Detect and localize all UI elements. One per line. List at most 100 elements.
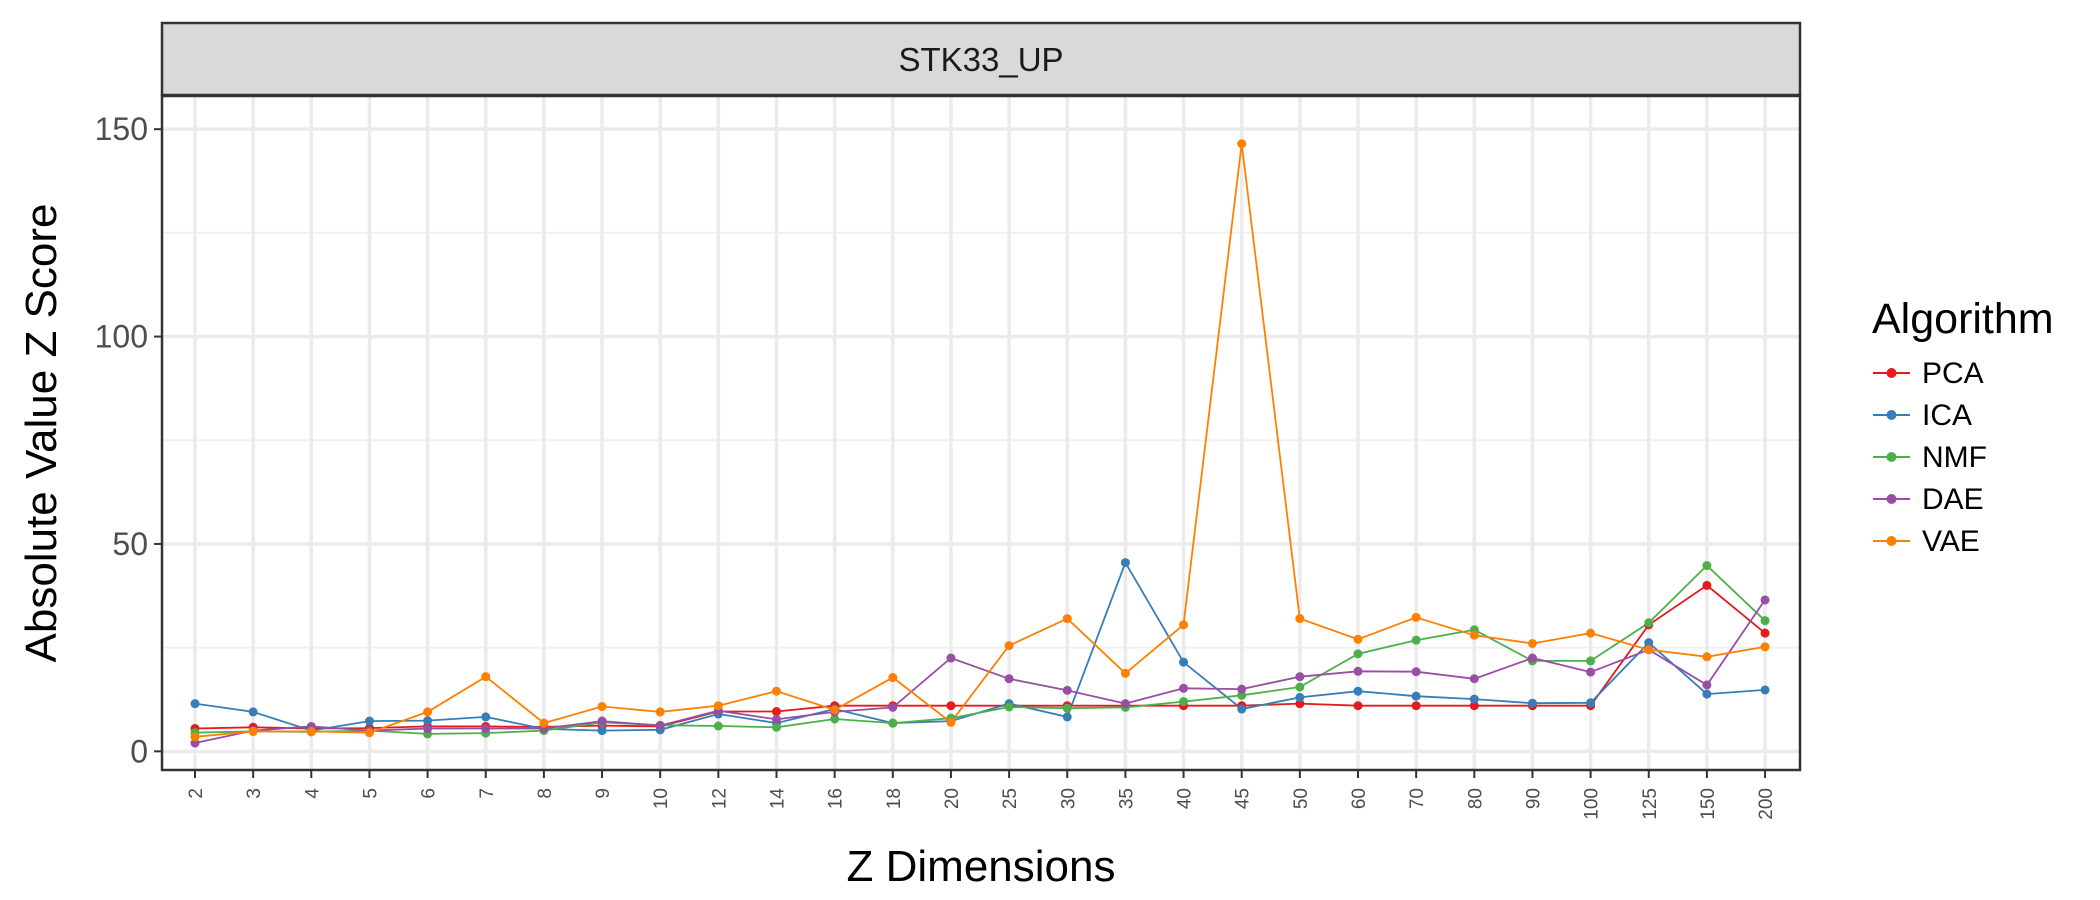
x-tick-label: 10 (651, 788, 672, 809)
x-tick-label: 30 (1058, 788, 1079, 809)
x-tick-label: 12 (709, 788, 730, 809)
data-point-vae (1469, 630, 1479, 640)
data-point-dae (481, 724, 491, 734)
data-point-nmf (1295, 682, 1305, 692)
data-point-vae (1760, 642, 1770, 652)
legend-key-point (1886, 494, 1897, 504)
data-point-pca (1760, 628, 1770, 638)
data-point-dae (1062, 685, 1072, 695)
data-point-dae (1353, 666, 1363, 676)
data-point-ica (597, 726, 607, 736)
data-point-nmf (772, 722, 781, 732)
data-point-ica (1062, 712, 1072, 722)
data-point-vae (830, 705, 840, 715)
data-point-vae (1295, 614, 1305, 624)
data-point-dae (946, 653, 956, 663)
data-point-ica (1586, 698, 1596, 708)
data-point-nmf (1004, 702, 1014, 712)
data-point-nmf (1237, 690, 1247, 700)
data-point-vae (946, 717, 956, 727)
y-tick-label: 0 (130, 733, 148, 769)
x-tick-label: 50 (1291, 788, 1312, 809)
x-tick-label: 3 (244, 788, 265, 799)
x-tick-label: 45 (1233, 788, 1254, 809)
data-point-vae (248, 726, 258, 736)
data-point-vae (1179, 620, 1189, 630)
data-point-vae (190, 732, 200, 742)
legend-label-dae: DAE (1922, 483, 1984, 516)
data-point-vae (1527, 638, 1537, 648)
data-point-nmf (1586, 656, 1596, 666)
x-tick-label: 14 (768, 788, 789, 810)
x-axis: 2 3 4 5 6 7 8 9 10 12 14 16 18 20 25 30 35 40 45 50 60 70 80 90… (186, 770, 1777, 820)
data-point-ica (1760, 685, 1770, 695)
y-tick-label: 50 (112, 526, 148, 562)
x-tick-label: 35 (1116, 788, 1137, 809)
data-point-ica (1295, 692, 1305, 702)
data-point-vae (364, 728, 374, 738)
data-point-dae (1120, 699, 1130, 709)
chart-title: STK33_UP (898, 41, 1063, 78)
data-point-vae (772, 686, 781, 696)
x-tick-label: 150 (1698, 788, 1719, 820)
data-point-nmf (1062, 703, 1072, 713)
data-point-vae (1120, 668, 1130, 678)
x-tick-label: 5 (360, 788, 381, 799)
data-point-ica (423, 716, 433, 726)
data-point-pca (1702, 580, 1712, 590)
data-point-ica (1702, 689, 1712, 699)
x-tick-label: 25 (1000, 788, 1021, 809)
data-point-ica (248, 707, 258, 717)
x-tick-label: 20 (942, 788, 963, 809)
data-point-ica (1411, 691, 1421, 701)
data-point-dae (1586, 667, 1596, 677)
legend: Algorithm PCA ICA NMF DAE VAE (1872, 295, 2054, 558)
legend-label-ica: ICA (1922, 399, 1972, 432)
series-line-nmf (194, 564, 1766, 735)
x-tick-label: 80 (1465, 788, 1486, 809)
data-point-dae (597, 716, 607, 726)
x-tick-label: 40 (1175, 788, 1196, 809)
data-point-dae (655, 721, 665, 731)
series-line-pca (194, 584, 1766, 730)
data-point-pca (1469, 701, 1479, 711)
data-point-pca (1411, 701, 1421, 711)
data-point-vae (1644, 645, 1654, 655)
data-point-dae (772, 714, 781, 724)
data-point-nmf (1179, 697, 1189, 707)
data-point-vae (423, 707, 433, 717)
x-axis-title: Z Dimensions (847, 842, 1116, 891)
data-point-vae (1237, 139, 1247, 149)
x-tick-label: 200 (1756, 788, 1777, 820)
data-point-nmf (1353, 649, 1363, 659)
series-line-vae (194, 143, 1766, 738)
data-point-vae (888, 673, 898, 683)
x-tick-label: 9 (593, 788, 614, 799)
data-point-vae (306, 726, 316, 736)
x-tick-label: 60 (1349, 788, 1370, 809)
data-point-ica (364, 716, 374, 726)
data-point-nmf (1644, 618, 1654, 628)
y-axis: 0 50 100 150 (95, 111, 162, 769)
data-point-pca (946, 701, 956, 711)
data-point-ica (190, 699, 200, 709)
data-point-dae (1527, 653, 1537, 663)
data-point-vae (1062, 614, 1072, 624)
data-point-vae (1586, 628, 1596, 638)
data-point-vae (1353, 634, 1363, 644)
data-point-pca (772, 707, 781, 717)
data-point-dae (1702, 680, 1712, 690)
x-tick-label: 16 (826, 788, 847, 809)
grid-minor (162, 231, 1800, 649)
data-point-nmf (713, 721, 723, 731)
data-point-vae (713, 701, 723, 711)
data-point-ica (1527, 698, 1537, 708)
data-point-ica (1353, 686, 1363, 696)
grid-major (162, 96, 1800, 770)
y-axis-title: Absolute Value Z Score (17, 204, 66, 663)
y-tick-label: 100 (95, 319, 148, 355)
data-point-vae (655, 707, 665, 717)
x-tick-label: 7 (477, 788, 498, 799)
data-point-dae (1411, 667, 1421, 677)
